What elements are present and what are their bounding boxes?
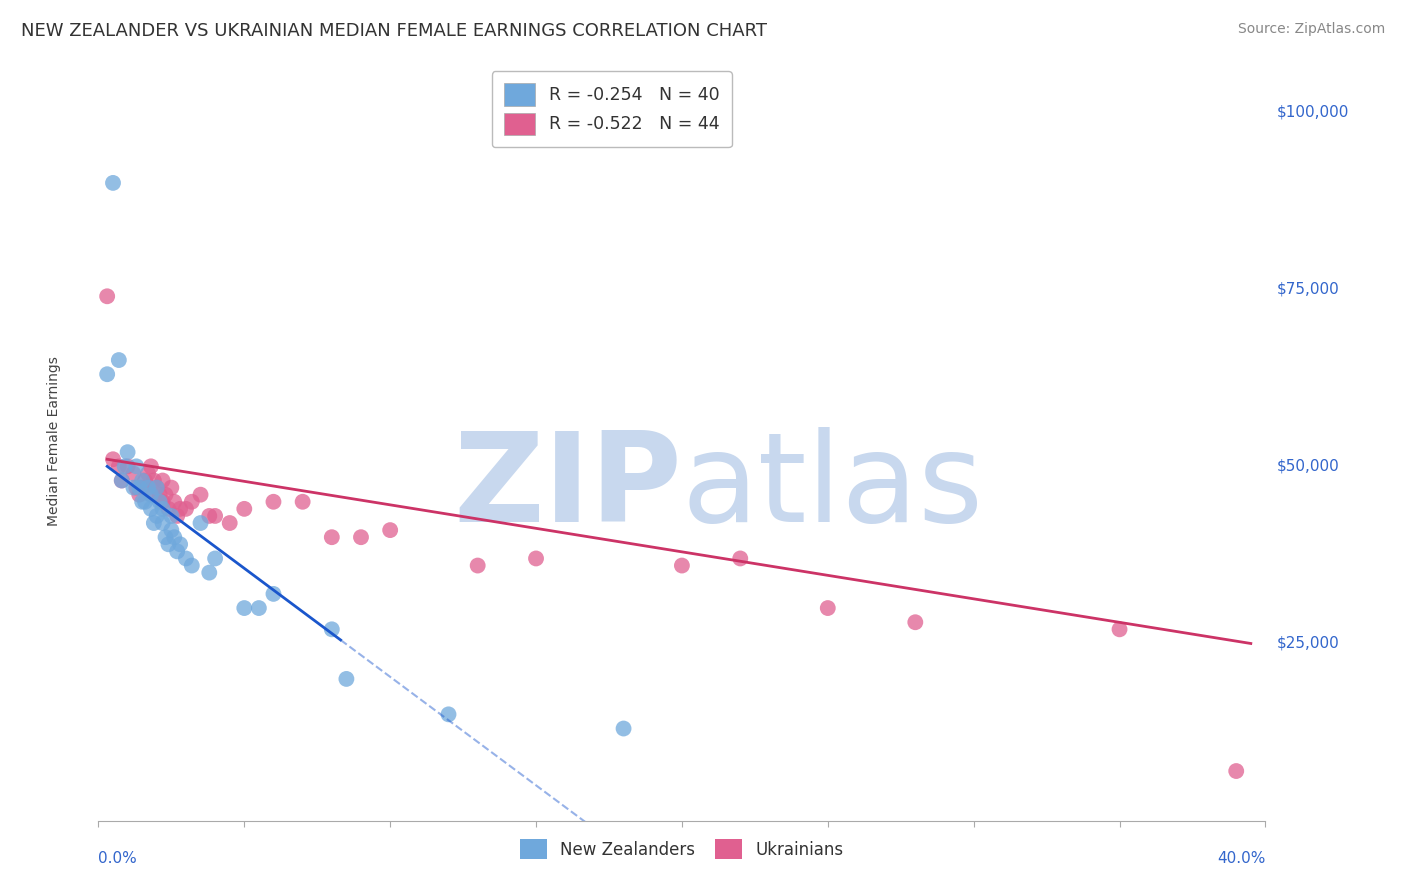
Text: ZIP: ZIP [453,426,682,548]
Point [134,474,156,488]
Point [163,530,186,544]
Point [671,558,693,573]
Point [169,537,191,551]
Point [125,481,148,495]
Point [142,474,165,488]
Point [174,501,197,516]
Point [139,501,162,516]
Text: $100,000: $100,000 [1277,104,1348,120]
Point [139,488,162,502]
Point [190,516,212,530]
Point [166,508,188,523]
Point [101,452,124,467]
Point [204,508,226,523]
Point [218,516,240,530]
Point [198,566,221,580]
Point [117,445,139,459]
Point [128,481,150,495]
Point [157,501,180,516]
Point [155,530,177,544]
Point [108,353,131,368]
Point [350,530,373,544]
Legend: New Zealanders, Ukrainians: New Zealanders, Ukrainians [513,833,851,865]
Point [136,481,159,495]
Point [96,289,118,303]
Point [136,467,159,481]
Point [204,551,226,566]
Point [128,488,150,502]
Point [247,601,270,615]
Point [155,488,177,502]
Point [198,508,221,523]
Point [233,601,256,615]
Point [134,495,156,509]
Text: Median Female Earnings: Median Female Earnings [46,357,60,526]
Point [146,481,169,495]
Point [1108,623,1130,637]
Point [160,523,183,537]
Point [152,495,174,509]
Point [166,544,188,558]
Point [437,707,460,722]
Text: $25,000: $25,000 [1277,636,1340,651]
Point [180,495,202,509]
Point [730,551,752,566]
Point [122,467,145,481]
Text: NEW ZEALANDER VS UKRAINIAN MEDIAN FEMALE EARNINGS CORRELATION CHART: NEW ZEALANDER VS UKRAINIAN MEDIAN FEMALE… [21,22,768,40]
Point [96,368,118,382]
Point [904,615,927,630]
Point [612,722,634,736]
Point [262,495,284,509]
Point [146,481,169,495]
Text: 40.0%: 40.0% [1218,851,1265,866]
Point [131,495,153,509]
Point [262,587,284,601]
Point [101,176,124,190]
Point [139,488,162,502]
Point [146,508,169,523]
Point [111,474,134,488]
Point [190,488,212,502]
Text: $75,000: $75,000 [1277,282,1340,297]
Point [169,501,191,516]
Point [122,481,145,495]
Point [117,459,139,474]
Point [131,474,153,488]
Point [114,459,136,474]
Text: 0.0%: 0.0% [98,851,138,866]
Point [149,495,172,509]
Point [233,501,256,516]
Point [108,459,131,474]
Point [524,551,547,566]
Point [380,523,402,537]
Point [160,481,183,495]
Point [125,459,148,474]
Point [142,516,165,530]
Point [163,495,186,509]
Point [139,459,162,474]
Point [160,508,183,523]
Point [152,474,174,488]
Point [1225,764,1247,778]
Text: atlas: atlas [682,426,984,548]
Point [111,474,134,488]
Point [817,601,839,615]
Point [152,516,174,530]
Point [157,537,180,551]
Point [321,623,343,637]
Point [174,551,197,566]
Point [152,501,174,516]
Point [467,558,489,573]
Text: Source: ZipAtlas.com: Source: ZipAtlas.com [1237,22,1385,37]
Point [335,672,357,686]
Text: $50,000: $50,000 [1277,458,1340,474]
Point [321,530,343,544]
Point [149,488,172,502]
Point [180,558,202,573]
Point [131,481,153,495]
Point [291,495,314,509]
